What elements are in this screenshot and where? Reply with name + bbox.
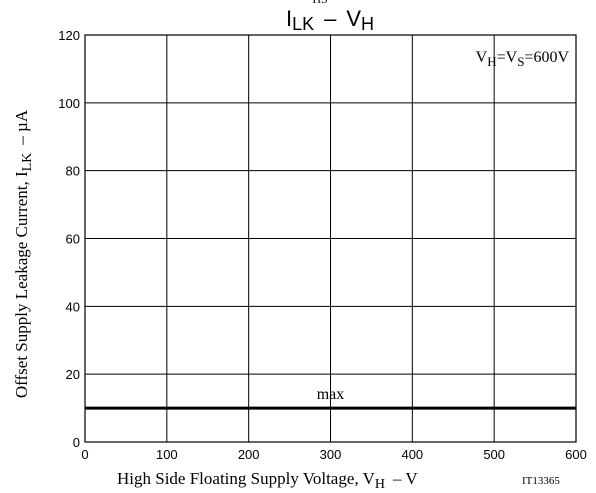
plot-frame — [84, 34, 577, 443]
y-tick-label-80: 80 — [66, 164, 80, 179]
x-tick-label-400: 400 — [401, 447, 423, 462]
y-tick-label-120: 120 — [58, 28, 80, 43]
x-tick-label-500: 500 — [483, 447, 505, 462]
chart-title: ILK – VH — [286, 6, 374, 34]
condition-annotation: VH=VS=600V — [476, 49, 570, 69]
grid — [84, 34, 577, 443]
x-tick-labels: 0 100 200 300 400 500 600 — [81, 447, 586, 462]
series-label-max: max — [317, 386, 345, 403]
y-tick-label-20: 20 — [66, 367, 80, 382]
x-tick-label-0: 0 — [81, 447, 88, 462]
y-tick-label-40: 40 — [66, 299, 80, 314]
x-tick-label-300: 300 — [320, 447, 342, 462]
y-tick-label-60: 60 — [66, 232, 80, 247]
y-tick-label-0: 0 — [73, 435, 80, 450]
x-tick-label-200: 200 — [238, 447, 260, 462]
y-tick-label-100: 100 — [58, 96, 80, 111]
x-axis-label: High Side Floating Supply Voltage, VH – V — [117, 469, 418, 492]
x-tick-label-600: 600 — [565, 447, 587, 462]
y-tick-labels: 0 20 40 60 80 100 120 — [58, 28, 80, 450]
series-layer: max — [85, 386, 576, 410]
clipped-title-fragment: HS — [312, 0, 327, 6]
y-axis-label: Offset Supply Leakage Current, ILK– µA — [12, 109, 35, 398]
x-tick-label-100: 100 — [156, 447, 178, 462]
figure-id: IT13365 — [522, 475, 560, 487]
